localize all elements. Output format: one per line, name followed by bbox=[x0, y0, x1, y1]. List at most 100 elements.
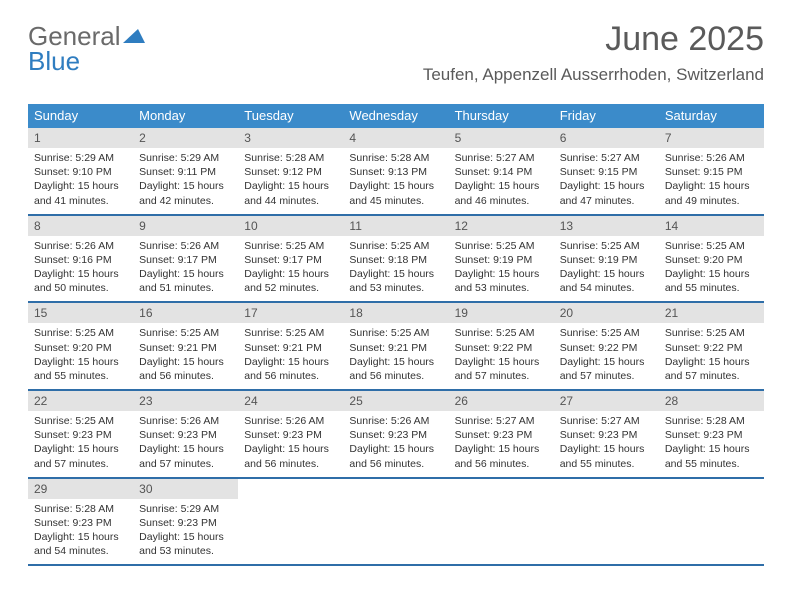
day-info: Sunrise: 5:25 AMSunset: 9:21 PMDaylight:… bbox=[343, 323, 448, 383]
day-number: 18 bbox=[343, 303, 448, 323]
day-cell: 5Sunrise: 5:27 AMSunset: 9:14 PMDaylight… bbox=[449, 128, 554, 214]
day-number: 29 bbox=[28, 479, 133, 499]
day-cell: 16Sunrise: 5:25 AMSunset: 9:21 PMDayligh… bbox=[133, 303, 238, 389]
day-number: 8 bbox=[28, 216, 133, 236]
day-number: 15 bbox=[28, 303, 133, 323]
day-cell: 15Sunrise: 5:25 AMSunset: 9:20 PMDayligh… bbox=[28, 303, 133, 389]
day-number: 23 bbox=[133, 391, 238, 411]
day-cell: 29Sunrise: 5:28 AMSunset: 9:23 PMDayligh… bbox=[28, 479, 133, 565]
week-row: 29Sunrise: 5:28 AMSunset: 9:23 PMDayligh… bbox=[28, 479, 764, 567]
day-info: Sunrise: 5:27 AMSunset: 9:15 PMDaylight:… bbox=[554, 148, 659, 208]
day-cell bbox=[659, 479, 764, 565]
weekday-header: Monday bbox=[133, 104, 238, 128]
day-cell: 6Sunrise: 5:27 AMSunset: 9:15 PMDaylight… bbox=[554, 128, 659, 214]
weekday-header: Friday bbox=[554, 104, 659, 128]
day-cell bbox=[343, 479, 448, 565]
day-cell: 21Sunrise: 5:25 AMSunset: 9:22 PMDayligh… bbox=[659, 303, 764, 389]
day-info: Sunrise: 5:29 AMSunset: 9:11 PMDaylight:… bbox=[133, 148, 238, 208]
day-cell: 10Sunrise: 5:25 AMSunset: 9:17 PMDayligh… bbox=[238, 216, 343, 302]
day-number: 4 bbox=[343, 128, 448, 148]
day-cell: 19Sunrise: 5:25 AMSunset: 9:22 PMDayligh… bbox=[449, 303, 554, 389]
day-number: 27 bbox=[554, 391, 659, 411]
logo-line2: Blue bbox=[28, 46, 80, 76]
day-cell: 18Sunrise: 5:25 AMSunset: 9:21 PMDayligh… bbox=[343, 303, 448, 389]
day-cell: 7Sunrise: 5:26 AMSunset: 9:15 PMDaylight… bbox=[659, 128, 764, 214]
week-row: 22Sunrise: 5:25 AMSunset: 9:23 PMDayligh… bbox=[28, 391, 764, 479]
day-number: 19 bbox=[449, 303, 554, 323]
weekday-header: Saturday bbox=[659, 104, 764, 128]
day-cell: 26Sunrise: 5:27 AMSunset: 9:23 PMDayligh… bbox=[449, 391, 554, 477]
day-info: Sunrise: 5:25 AMSunset: 9:18 PMDaylight:… bbox=[343, 236, 448, 296]
day-number: 21 bbox=[659, 303, 764, 323]
weekday-header: Wednesday bbox=[343, 104, 448, 128]
day-number: 2 bbox=[133, 128, 238, 148]
day-info: Sunrise: 5:26 AMSunset: 9:17 PMDaylight:… bbox=[133, 236, 238, 296]
day-number: 9 bbox=[133, 216, 238, 236]
day-cell: 2Sunrise: 5:29 AMSunset: 9:11 PMDaylight… bbox=[133, 128, 238, 214]
day-cell: 1Sunrise: 5:29 AMSunset: 9:10 PMDaylight… bbox=[28, 128, 133, 214]
day-info: Sunrise: 5:25 AMSunset: 9:17 PMDaylight:… bbox=[238, 236, 343, 296]
day-number: 30 bbox=[133, 479, 238, 499]
day-number: 7 bbox=[659, 128, 764, 148]
day-number bbox=[343, 479, 448, 499]
day-number: 28 bbox=[659, 391, 764, 411]
logo: General Blue bbox=[28, 22, 145, 73]
day-cell bbox=[449, 479, 554, 565]
day-number: 5 bbox=[449, 128, 554, 148]
day-number: 13 bbox=[554, 216, 659, 236]
day-number: 20 bbox=[554, 303, 659, 323]
weekday-header-row: SundayMondayTuesdayWednesdayThursdayFrid… bbox=[28, 104, 764, 128]
day-cell bbox=[238, 479, 343, 565]
weekday-header: Sunday bbox=[28, 104, 133, 128]
day-number: 1 bbox=[28, 128, 133, 148]
calendar: SundayMondayTuesdayWednesdayThursdayFrid… bbox=[28, 104, 764, 566]
day-cell: 11Sunrise: 5:25 AMSunset: 9:18 PMDayligh… bbox=[343, 216, 448, 302]
day-number: 17 bbox=[238, 303, 343, 323]
day-info: Sunrise: 5:26 AMSunset: 9:16 PMDaylight:… bbox=[28, 236, 133, 296]
day-number bbox=[238, 479, 343, 499]
week-row: 1Sunrise: 5:29 AMSunset: 9:10 PMDaylight… bbox=[28, 128, 764, 216]
day-number: 10 bbox=[238, 216, 343, 236]
day-number: 11 bbox=[343, 216, 448, 236]
day-number: 3 bbox=[238, 128, 343, 148]
day-cell: 12Sunrise: 5:25 AMSunset: 9:19 PMDayligh… bbox=[449, 216, 554, 302]
day-cell: 3Sunrise: 5:28 AMSunset: 9:12 PMDaylight… bbox=[238, 128, 343, 214]
day-info: Sunrise: 5:25 AMSunset: 9:22 PMDaylight:… bbox=[659, 323, 764, 383]
day-info: Sunrise: 5:26 AMSunset: 9:15 PMDaylight:… bbox=[659, 148, 764, 208]
day-number bbox=[659, 479, 764, 499]
day-cell: 9Sunrise: 5:26 AMSunset: 9:17 PMDaylight… bbox=[133, 216, 238, 302]
day-number: 14 bbox=[659, 216, 764, 236]
week-row: 15Sunrise: 5:25 AMSunset: 9:20 PMDayligh… bbox=[28, 303, 764, 391]
day-info: Sunrise: 5:25 AMSunset: 9:19 PMDaylight:… bbox=[554, 236, 659, 296]
day-info: Sunrise: 5:27 AMSunset: 9:23 PMDaylight:… bbox=[554, 411, 659, 471]
day-info: Sunrise: 5:28 AMSunset: 9:23 PMDaylight:… bbox=[659, 411, 764, 471]
day-cell: 13Sunrise: 5:25 AMSunset: 9:19 PMDayligh… bbox=[554, 216, 659, 302]
page-title: June 2025 bbox=[423, 20, 764, 59]
day-info: Sunrise: 5:25 AMSunset: 9:21 PMDaylight:… bbox=[238, 323, 343, 383]
day-cell: 27Sunrise: 5:27 AMSunset: 9:23 PMDayligh… bbox=[554, 391, 659, 477]
day-cell: 14Sunrise: 5:25 AMSunset: 9:20 PMDayligh… bbox=[659, 216, 764, 302]
day-info: Sunrise: 5:29 AMSunset: 9:23 PMDaylight:… bbox=[133, 499, 238, 559]
day-info: Sunrise: 5:26 AMSunset: 9:23 PMDaylight:… bbox=[343, 411, 448, 471]
day-info: Sunrise: 5:25 AMSunset: 9:19 PMDaylight:… bbox=[449, 236, 554, 296]
day-info: Sunrise: 5:25 AMSunset: 9:21 PMDaylight:… bbox=[133, 323, 238, 383]
day-cell: 22Sunrise: 5:25 AMSunset: 9:23 PMDayligh… bbox=[28, 391, 133, 477]
day-cell: 17Sunrise: 5:25 AMSunset: 9:21 PMDayligh… bbox=[238, 303, 343, 389]
day-cell: 23Sunrise: 5:26 AMSunset: 9:23 PMDayligh… bbox=[133, 391, 238, 477]
day-info: Sunrise: 5:28 AMSunset: 9:23 PMDaylight:… bbox=[28, 499, 133, 559]
day-cell: 30Sunrise: 5:29 AMSunset: 9:23 PMDayligh… bbox=[133, 479, 238, 565]
day-info: Sunrise: 5:28 AMSunset: 9:13 PMDaylight:… bbox=[343, 148, 448, 208]
day-cell: 28Sunrise: 5:28 AMSunset: 9:23 PMDayligh… bbox=[659, 391, 764, 477]
day-cell: 20Sunrise: 5:25 AMSunset: 9:22 PMDayligh… bbox=[554, 303, 659, 389]
day-number: 16 bbox=[133, 303, 238, 323]
day-info: Sunrise: 5:25 AMSunset: 9:20 PMDaylight:… bbox=[659, 236, 764, 296]
day-number bbox=[554, 479, 659, 499]
day-info: Sunrise: 5:25 AMSunset: 9:23 PMDaylight:… bbox=[28, 411, 133, 471]
weekday-header: Tuesday bbox=[238, 104, 343, 128]
day-cell: 25Sunrise: 5:26 AMSunset: 9:23 PMDayligh… bbox=[343, 391, 448, 477]
day-info: Sunrise: 5:25 AMSunset: 9:20 PMDaylight:… bbox=[28, 323, 133, 383]
day-info: Sunrise: 5:25 AMSunset: 9:22 PMDaylight:… bbox=[449, 323, 554, 383]
day-cell bbox=[554, 479, 659, 565]
day-number: 24 bbox=[238, 391, 343, 411]
header: June 2025 Teufen, Appenzell Ausserrhoden… bbox=[423, 20, 764, 85]
